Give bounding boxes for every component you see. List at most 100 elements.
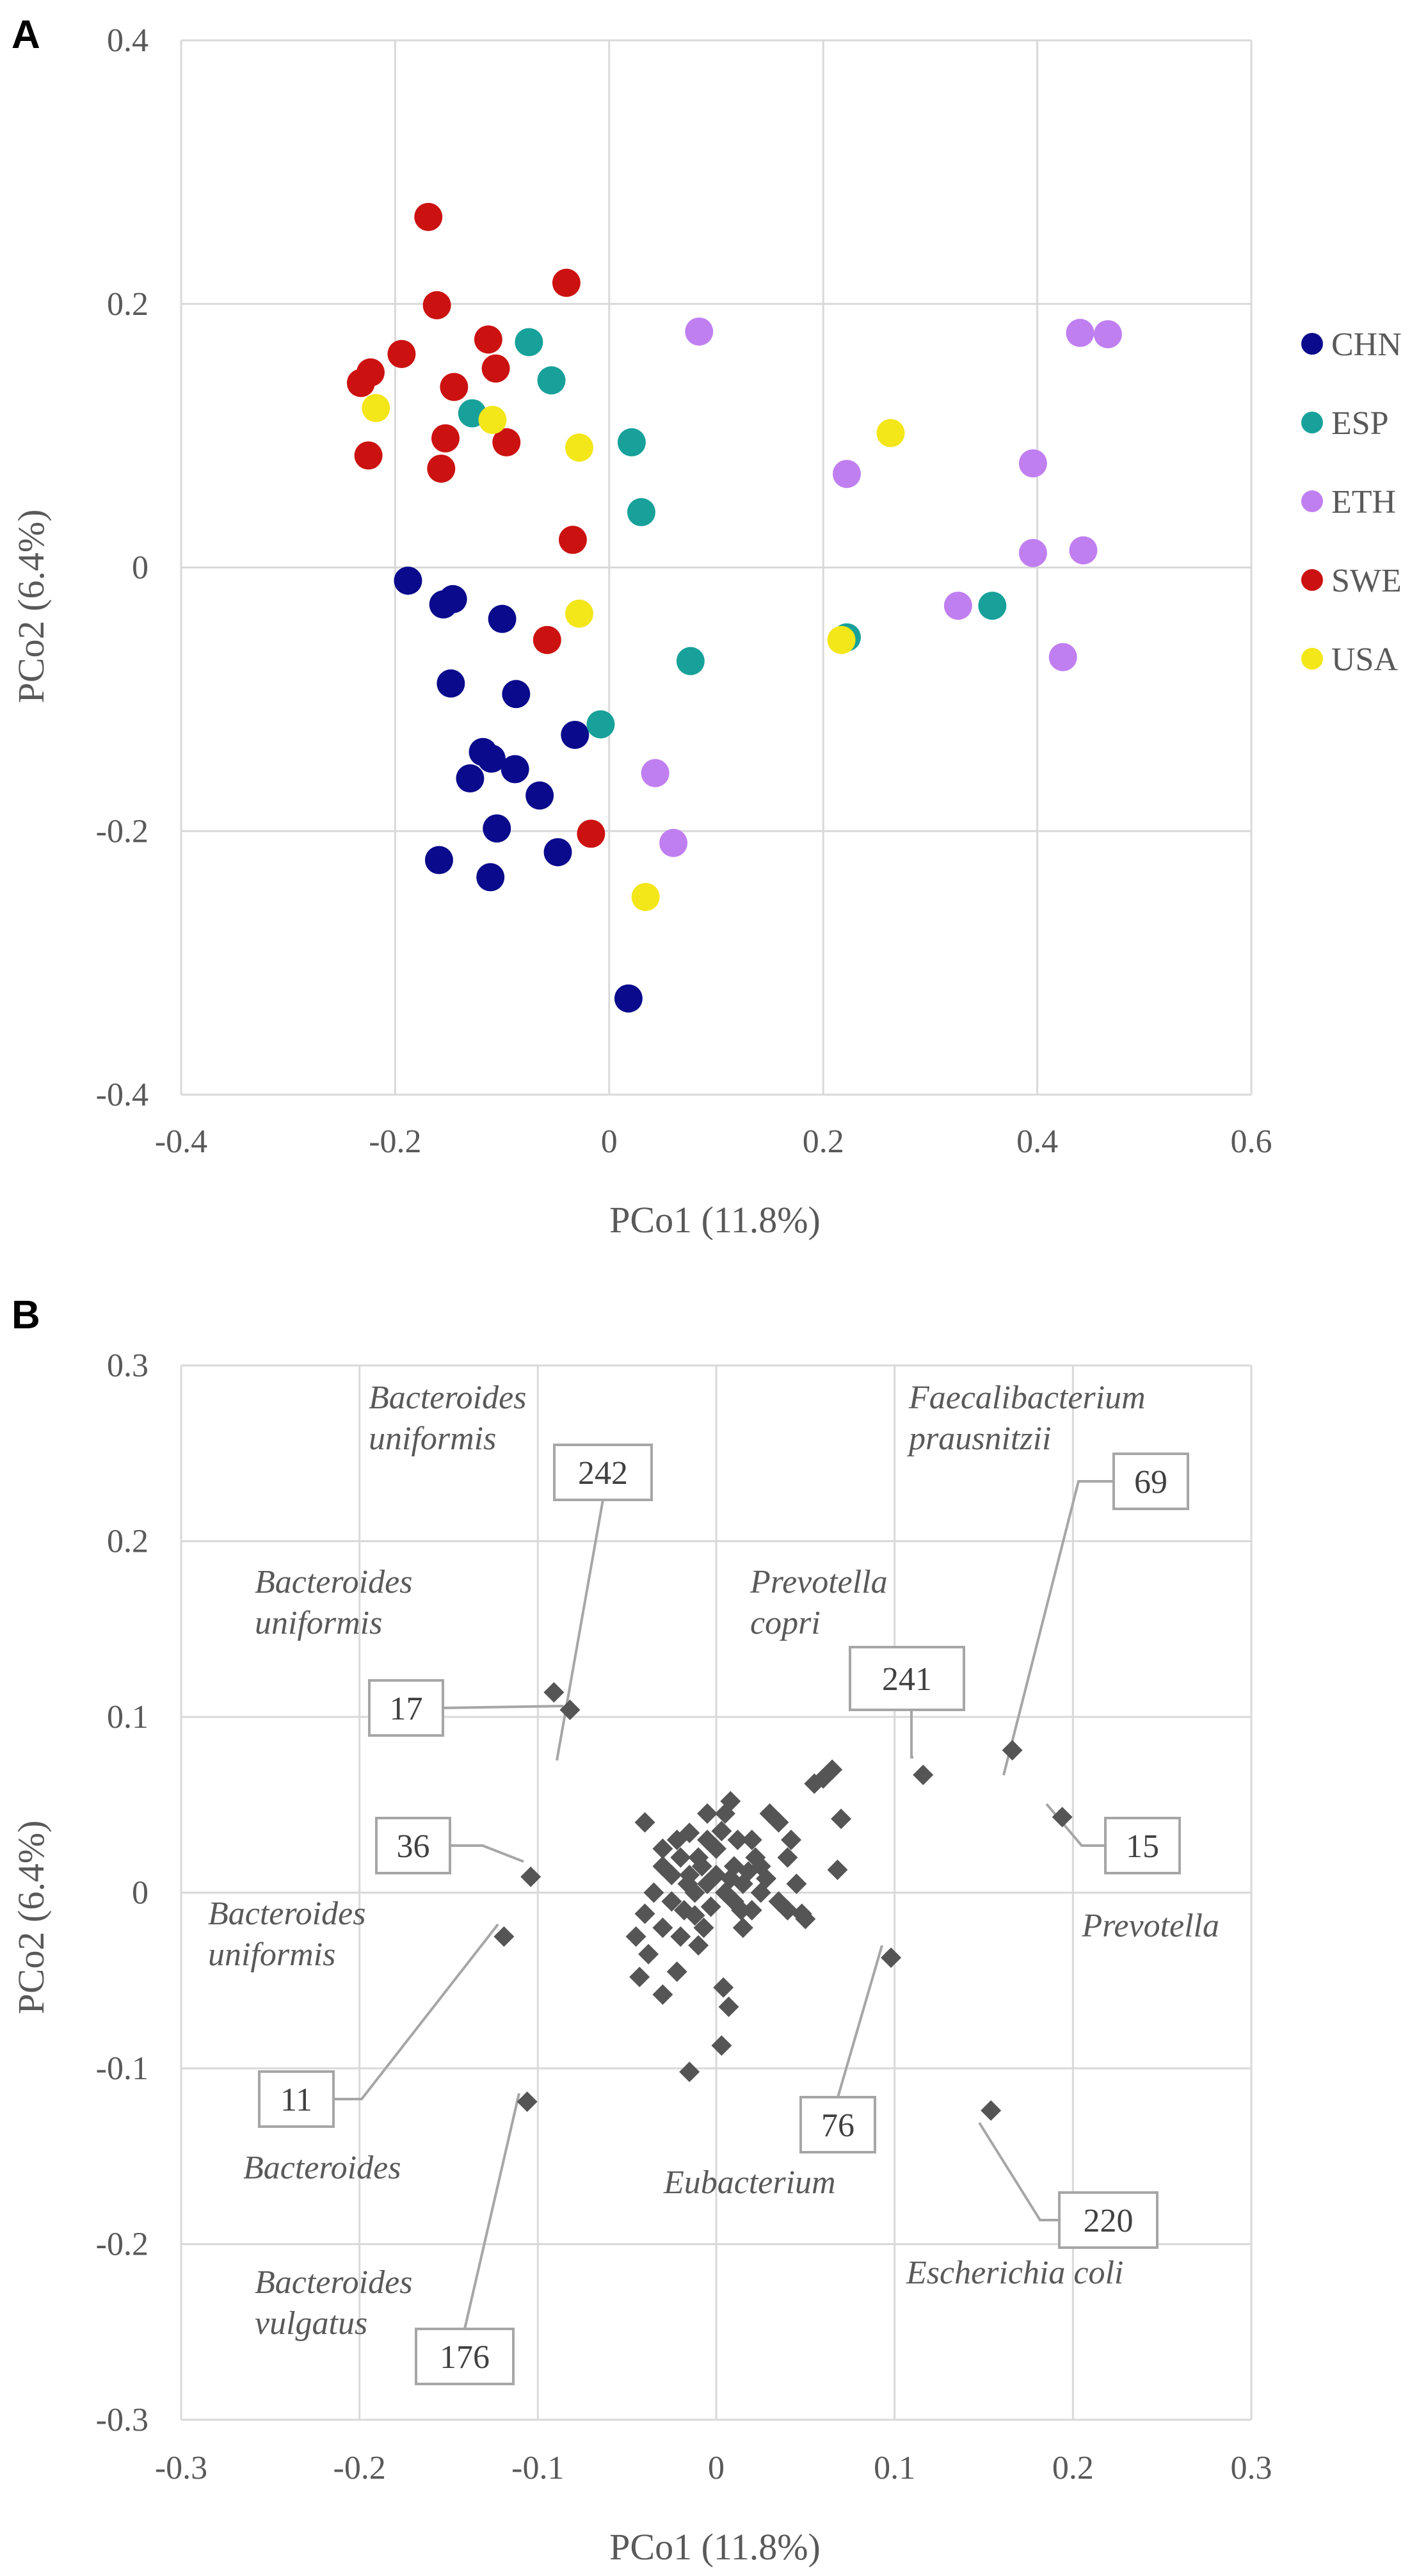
data-point — [720, 1868, 741, 1889]
point-chn — [488, 604, 517, 633]
data-point — [706, 1865, 726, 1886]
annotation-leader-line — [1045, 1803, 1105, 1847]
panel-a-points — [346, 202, 1122, 1013]
point-swe — [346, 369, 375, 398]
annotation-label-number: 76 — [821, 2107, 854, 2144]
point-chn — [501, 755, 529, 784]
data-point — [741, 1830, 762, 1851]
point-esp — [586, 710, 615, 739]
point-swe — [577, 819, 605, 848]
data-point — [693, 1917, 714, 1938]
point-eth — [1018, 538, 1047, 567]
point-chn — [477, 745, 506, 773]
point-eth — [1093, 320, 1122, 349]
data-point — [652, 1984, 673, 2005]
point-usa — [876, 419, 905, 447]
data-point — [677, 1873, 698, 1894]
data-point — [881, 1947, 902, 1968]
annotation-species-name: uniformis — [369, 1421, 496, 1457]
legend-label-usa: USA — [1331, 641, 1398, 678]
panel-a-letter: A — [12, 13, 40, 57]
annotation-leader-line — [450, 1844, 524, 1863]
data-point — [981, 2100, 1002, 2121]
data-point — [625, 1926, 646, 1947]
x-tick-label: -0.3 — [155, 2450, 207, 2486]
annotation-leader-line — [978, 2121, 1059, 2221]
annotation-species-name: Bacteroides — [369, 1380, 526, 1416]
point-chn — [614, 984, 643, 1013]
point-esp — [537, 366, 566, 395]
data-point — [697, 1803, 718, 1824]
panel-b-letter: B — [12, 1293, 40, 1337]
panel-b-points — [493, 1682, 1073, 2121]
data-point — [634, 1812, 655, 1833]
data-point — [756, 1868, 777, 1889]
annotation-species-name: uniformis — [208, 1936, 335, 1973]
data-point — [706, 1838, 726, 1859]
y-tick-label: -0.2 — [96, 2226, 148, 2263]
data-point — [711, 1821, 732, 1842]
annotation-species-name: uniformis — [255, 1605, 382, 1641]
data-point — [718, 1996, 739, 2017]
y-tick-label: 0.1 — [107, 1699, 148, 1735]
data-point — [517, 2091, 538, 2113]
panel-a-grid — [180, 39, 1253, 1096]
data-point — [670, 1847, 691, 1868]
legend-marker-swe — [1301, 569, 1323, 591]
data-point — [822, 1759, 843, 1780]
point-chn — [424, 846, 453, 874]
point-swe — [474, 325, 502, 354]
data-point — [652, 1917, 673, 1938]
y-tick-label: 0.2 — [107, 1524, 148, 1560]
y-tick-label: -0.1 — [96, 2050, 148, 2087]
data-point — [559, 1700, 581, 1721]
point-eth — [832, 460, 861, 488]
x-tick-label: 0.6 — [1231, 1123, 1272, 1160]
annotation-label-number: 220 — [1084, 2203, 1134, 2239]
panel-a-legend: CHN ESP ETH SWE USA — [1301, 326, 1402, 678]
annotation-label-number: 11 — [280, 2082, 312, 2118]
point-chn — [502, 680, 531, 709]
panel-b-annotations: 242 Bacteroides uniformis 17 Bacteroides unif… — [208, 1380, 1219, 2385]
point-chn — [438, 584, 467, 613]
x-tick-label: -0.2 — [369, 1123, 421, 1160]
data-point — [679, 1823, 700, 1844]
data-point — [652, 1856, 673, 1877]
point-usa — [478, 405, 507, 434]
data-point — [643, 1882, 664, 1903]
legend-marker-chn — [1301, 333, 1323, 355]
point-swe — [414, 202, 443, 231]
point-swe — [431, 424, 460, 453]
data-point — [1052, 1807, 1073, 1828]
data-point — [679, 2061, 700, 2082]
point-eth — [943, 592, 972, 620]
annotation-species-name: prausnitzii — [906, 1421, 1052, 1457]
data-point — [634, 1903, 655, 1924]
annotation-leader-line — [910, 1710, 913, 1759]
legend-label-esp: ESP — [1331, 405, 1389, 442]
point-swe — [387, 339, 416, 368]
point-swe — [533, 625, 561, 654]
data-point — [493, 1926, 515, 1947]
annotation-species-name: Bacteroides — [255, 1564, 412, 1600]
annotation-leader-line — [837, 1945, 883, 2098]
data-point — [691, 1856, 712, 1877]
point-chn — [476, 863, 505, 892]
x-tick-label: 0.1 — [874, 2450, 915, 2486]
data-point — [543, 1682, 565, 1703]
point-chn — [483, 814, 511, 843]
annotation-label-box — [1112, 1453, 1189, 1510]
annotation-label-box — [799, 2096, 876, 2153]
data-point — [711, 2035, 732, 2056]
x-tick-label: 0.2 — [1052, 2450, 1094, 2486]
data-point — [831, 1808, 852, 1830]
panel-a-axes: -0.4 -0.2 0 0.2 0.4 0.6 -0.4 -0.2 0 0.2 0.4 — [96, 22, 1272, 1160]
point-usa — [827, 625, 856, 654]
point-swe — [440, 373, 469, 401]
annotation-species-name: Prevotella — [1081, 1908, 1219, 1944]
panel-b: B -0.3 -0.2 -0.1 0 0.1 0.2 0.3 -0.3 -0.2 -0.1 0 0.1… — [10, 1293, 1272, 2568]
point-swe — [552, 268, 581, 297]
data-point — [827, 1859, 848, 1880]
annotation-leader-line — [1002, 1480, 1114, 1776]
point-chn — [394, 567, 422, 595]
